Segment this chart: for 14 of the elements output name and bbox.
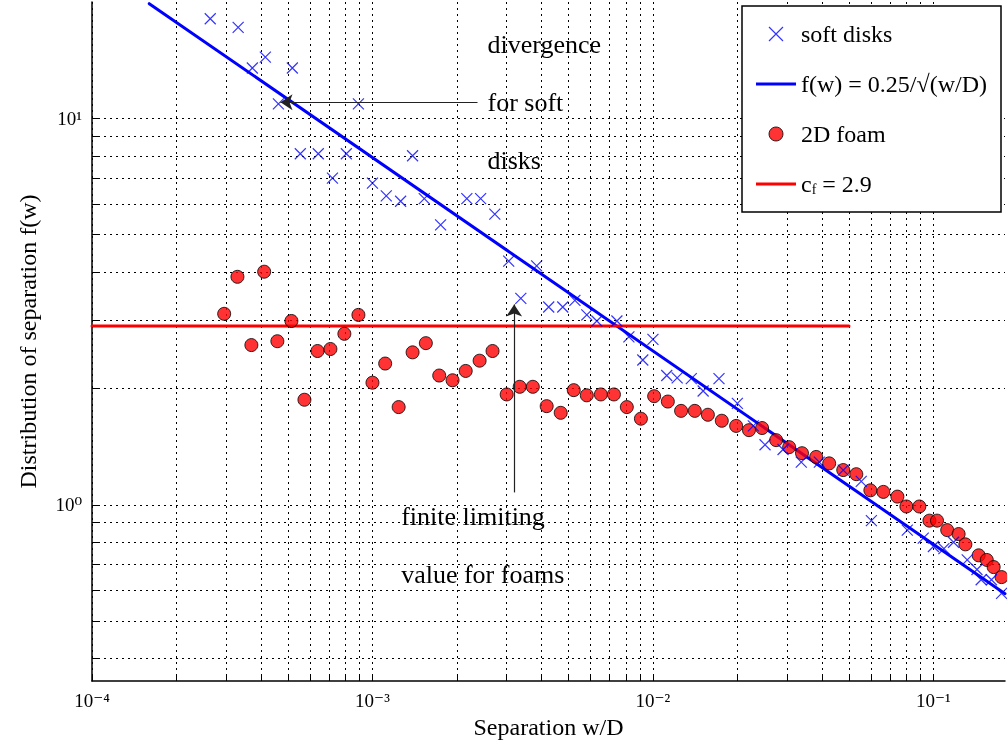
y-axis-title: Distribution of separation f(w) — [15, 194, 41, 489]
y-tick-label: 10⁰ — [55, 494, 83, 516]
legend-label: f(w) = 0.25/√(w/D) — [801, 71, 987, 97]
y-tick-label: 10¹ — [57, 107, 83, 129]
annotation: divergence for soft disks — [487, 29, 608, 175]
x-tick-label: 10⁻³ — [355, 690, 391, 711]
legend-label: cf = 2.9 — [801, 171, 872, 197]
x-tick-label: 10⁻¹ — [916, 690, 952, 711]
x-tick-label: 10⁻⁴ — [74, 690, 111, 711]
legend-label: soft disks — [801, 21, 893, 47]
x-tick-label: 10⁻² — [635, 690, 671, 711]
legend-label: 2D foam — [801, 121, 886, 147]
x-axis-title: Separation w/D — [473, 714, 624, 740]
annotation: finite limiting value for foams — [401, 501, 565, 589]
